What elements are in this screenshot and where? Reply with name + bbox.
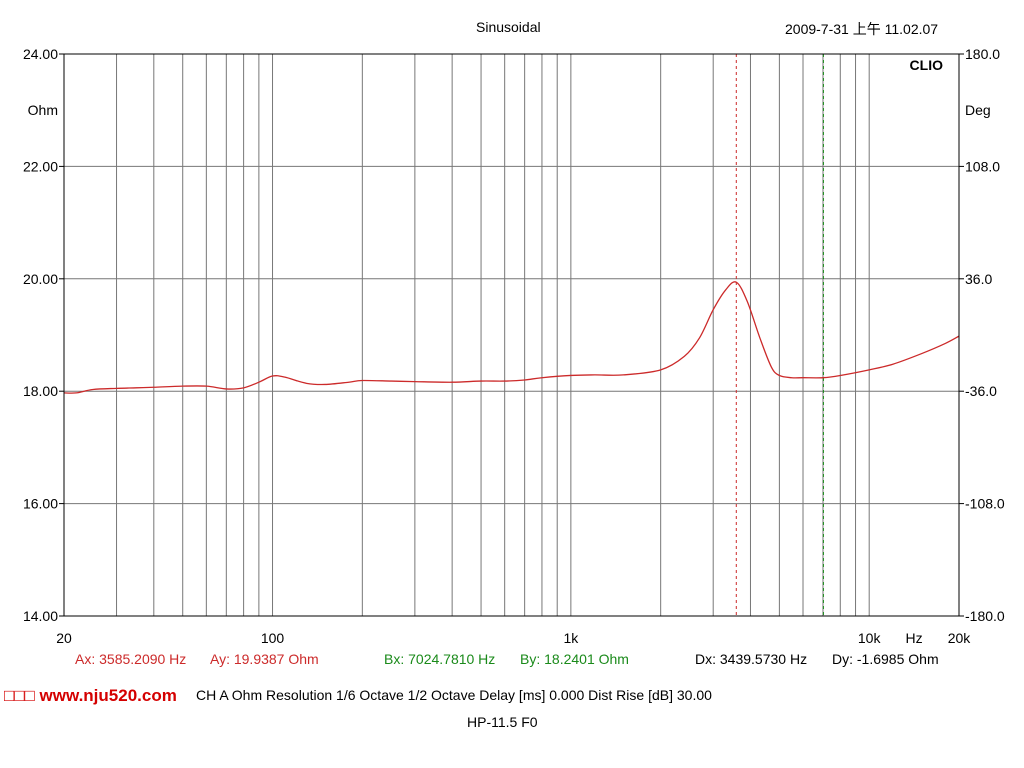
chart-title: Sinusoidal (476, 19, 541, 35)
x-axis-unit: Hz (906, 630, 923, 646)
cursor-a-y: Ay: 19.9387 Ohm (210, 651, 319, 667)
clio-logo: CLIO (910, 57, 944, 73)
plot-frame (63, 53, 960, 617)
x-tick-label: 10k (858, 630, 882, 646)
series (63, 281, 960, 394)
y-tick-label: 20.00 (23, 271, 58, 287)
y2-tick-label: -36.0 (965, 383, 997, 399)
timestamp: 2009-7-31 上午 11.02.07 (785, 21, 939, 37)
watermark: □□□ www.nju520.com (4, 686, 177, 705)
y2-tick-label: -180.0 (965, 608, 1005, 624)
y2-axis-unit: Deg (965, 102, 991, 118)
y-axis-unit: Ohm (28, 102, 58, 118)
cursor-delta-x: Dx: 3439.5730 Hz (695, 651, 808, 667)
x-tick-label: 100 (261, 630, 285, 646)
impedance-curve (63, 281, 960, 394)
y-tick-label: 18.00 (23, 383, 58, 399)
y-tick-label: 22.00 (23, 158, 58, 174)
y2-tick-label: 108.0 (965, 158, 1000, 174)
x-tick-label: 20 (56, 630, 72, 646)
x-tick-label: 1k (563, 630, 579, 646)
cursor-b-x: Bx: 7024.7810 Hz (384, 651, 496, 667)
tick-labels: 24.00 180.0 22.00 108.0 20.00 36.0 18.00 -36.0 1… (23, 46, 1005, 646)
cursor-a-x: Ax: 3585.2090 Hz (75, 651, 187, 667)
cursors (735, 54, 824, 616)
y-tick-label: 14.00 (23, 608, 58, 624)
measurement-settings: CH A Ohm Resolution 1/6 Octave 1/2 Octav… (196, 687, 712, 703)
y2-tick-label: 36.0 (965, 271, 992, 287)
y-tick-label: 24.00 (23, 46, 58, 62)
cursor-delta-y: Dy: -1.6985 Ohm (832, 651, 939, 667)
y-tick-label: 16.00 (23, 496, 58, 512)
y2-tick-label: 180.0 (965, 46, 1000, 62)
device-model: HP-11.5 F0 (467, 714, 538, 730)
y2-tick-label: -108.0 (965, 496, 1005, 512)
grid (64, 54, 959, 616)
x-tick-label: 20k (948, 630, 972, 646)
cursor-b-y: By: 18.2401 Ohm (520, 651, 629, 667)
